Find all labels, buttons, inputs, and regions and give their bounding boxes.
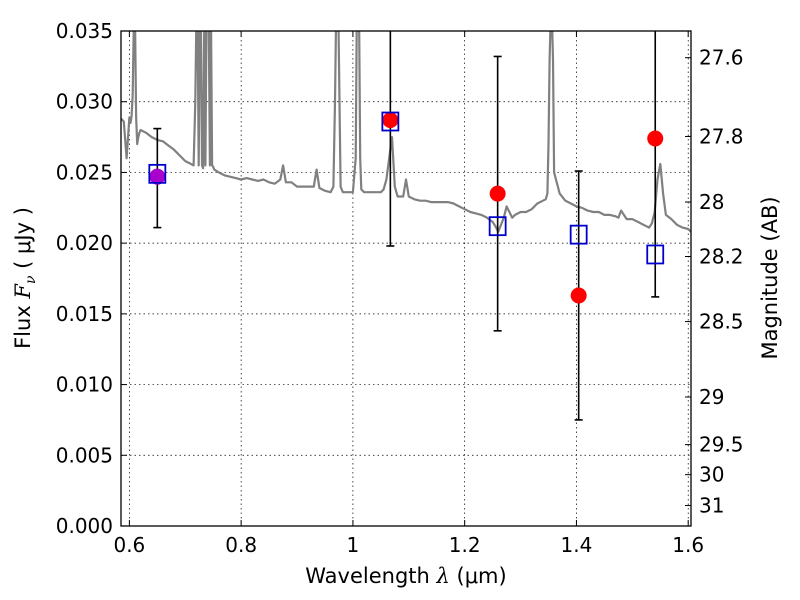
model-photometry-points: [148, 111, 665, 265]
plot-frame: [120, 30, 692, 527]
mag-tick-label: 29: [699, 385, 724, 409]
error-bars: [153, 31, 660, 421]
observed-point: [489, 185, 506, 202]
x-tick-label: 1.4: [561, 533, 593, 557]
y-axis-label-subscript: ν: [23, 275, 39, 284]
mag-tick-label: 30: [699, 463, 724, 487]
x-axis-label-unit: (μm): [450, 564, 507, 588]
model-photometry-point: [488, 216, 507, 237]
y-axis-label-prefix: Flux: [11, 299, 35, 349]
y-axis-label-symbol: F: [11, 283, 35, 300]
y-tick-label: 0.025: [56, 160, 113, 184]
y-axis-left: 0.000 0.005 0.010 0.015 0.020 0.025 0.030 0.035: [56, 19, 127, 538]
observed-point: [647, 130, 664, 147]
y-axis-right-label: Magnitude (AB): [758, 196, 782, 359]
y-axis-label: Flux Fν ( μJy ): [11, 207, 39, 349]
y-tick-label: 0.005: [56, 443, 113, 467]
observed-point: [382, 112, 399, 129]
x-axis-label: Wavelength λ (μm): [305, 564, 506, 588]
model-photometry-point: [148, 163, 167, 184]
mag-tick-label: 27.6: [699, 46, 744, 70]
observed-points: [149, 112, 664, 304]
model-photometry-point: [381, 111, 400, 132]
x-axis-label-symbol: λ: [436, 564, 450, 588]
mag-tick-label: 29.5: [699, 433, 744, 457]
x-tick-label: 1.2: [449, 533, 481, 557]
y-axis-right-magnitude: 27.6 27.8 28 28.2 28.5 29 29.5 30 31: [685, 46, 744, 518]
x-axis: 0.6 0.8 1 1.2 1.4 1.6: [113, 31, 704, 557]
y-tick-label: 0.000: [56, 514, 113, 538]
mag-tick-label: 28: [699, 190, 724, 214]
y-axis-label-unit: ( μJy ): [11, 207, 35, 275]
mag-tick-label: 28.5: [699, 310, 744, 334]
y-tick-label: 0.010: [56, 373, 113, 397]
model-photometry-point: [646, 244, 665, 265]
model-photometry-point: [569, 224, 588, 245]
observed-point: [570, 287, 587, 304]
model-spectrum-layer: [121, 31, 691, 233]
x-tick-label: 1: [347, 533, 360, 557]
y-tick-label: 0.015: [56, 302, 113, 326]
model-spectrum-line: [121, 31, 691, 233]
y-tick-label: 0.035: [56, 19, 113, 43]
x-tick-label: 1.6: [672, 533, 704, 557]
mag-tick-label: 28.2: [699, 245, 744, 269]
mag-tick-label: 27.8: [699, 124, 744, 148]
x-tick-label: 0.6: [113, 533, 145, 557]
x-tick-label: 0.8: [225, 533, 257, 557]
x-axis-label-prefix: Wavelength: [305, 564, 436, 588]
observed-point: [149, 168, 166, 185]
y-tick-label: 0.020: [56, 231, 113, 255]
y-tick-label: 0.030: [56, 90, 113, 114]
mag-tick-label: 31: [699, 494, 724, 518]
